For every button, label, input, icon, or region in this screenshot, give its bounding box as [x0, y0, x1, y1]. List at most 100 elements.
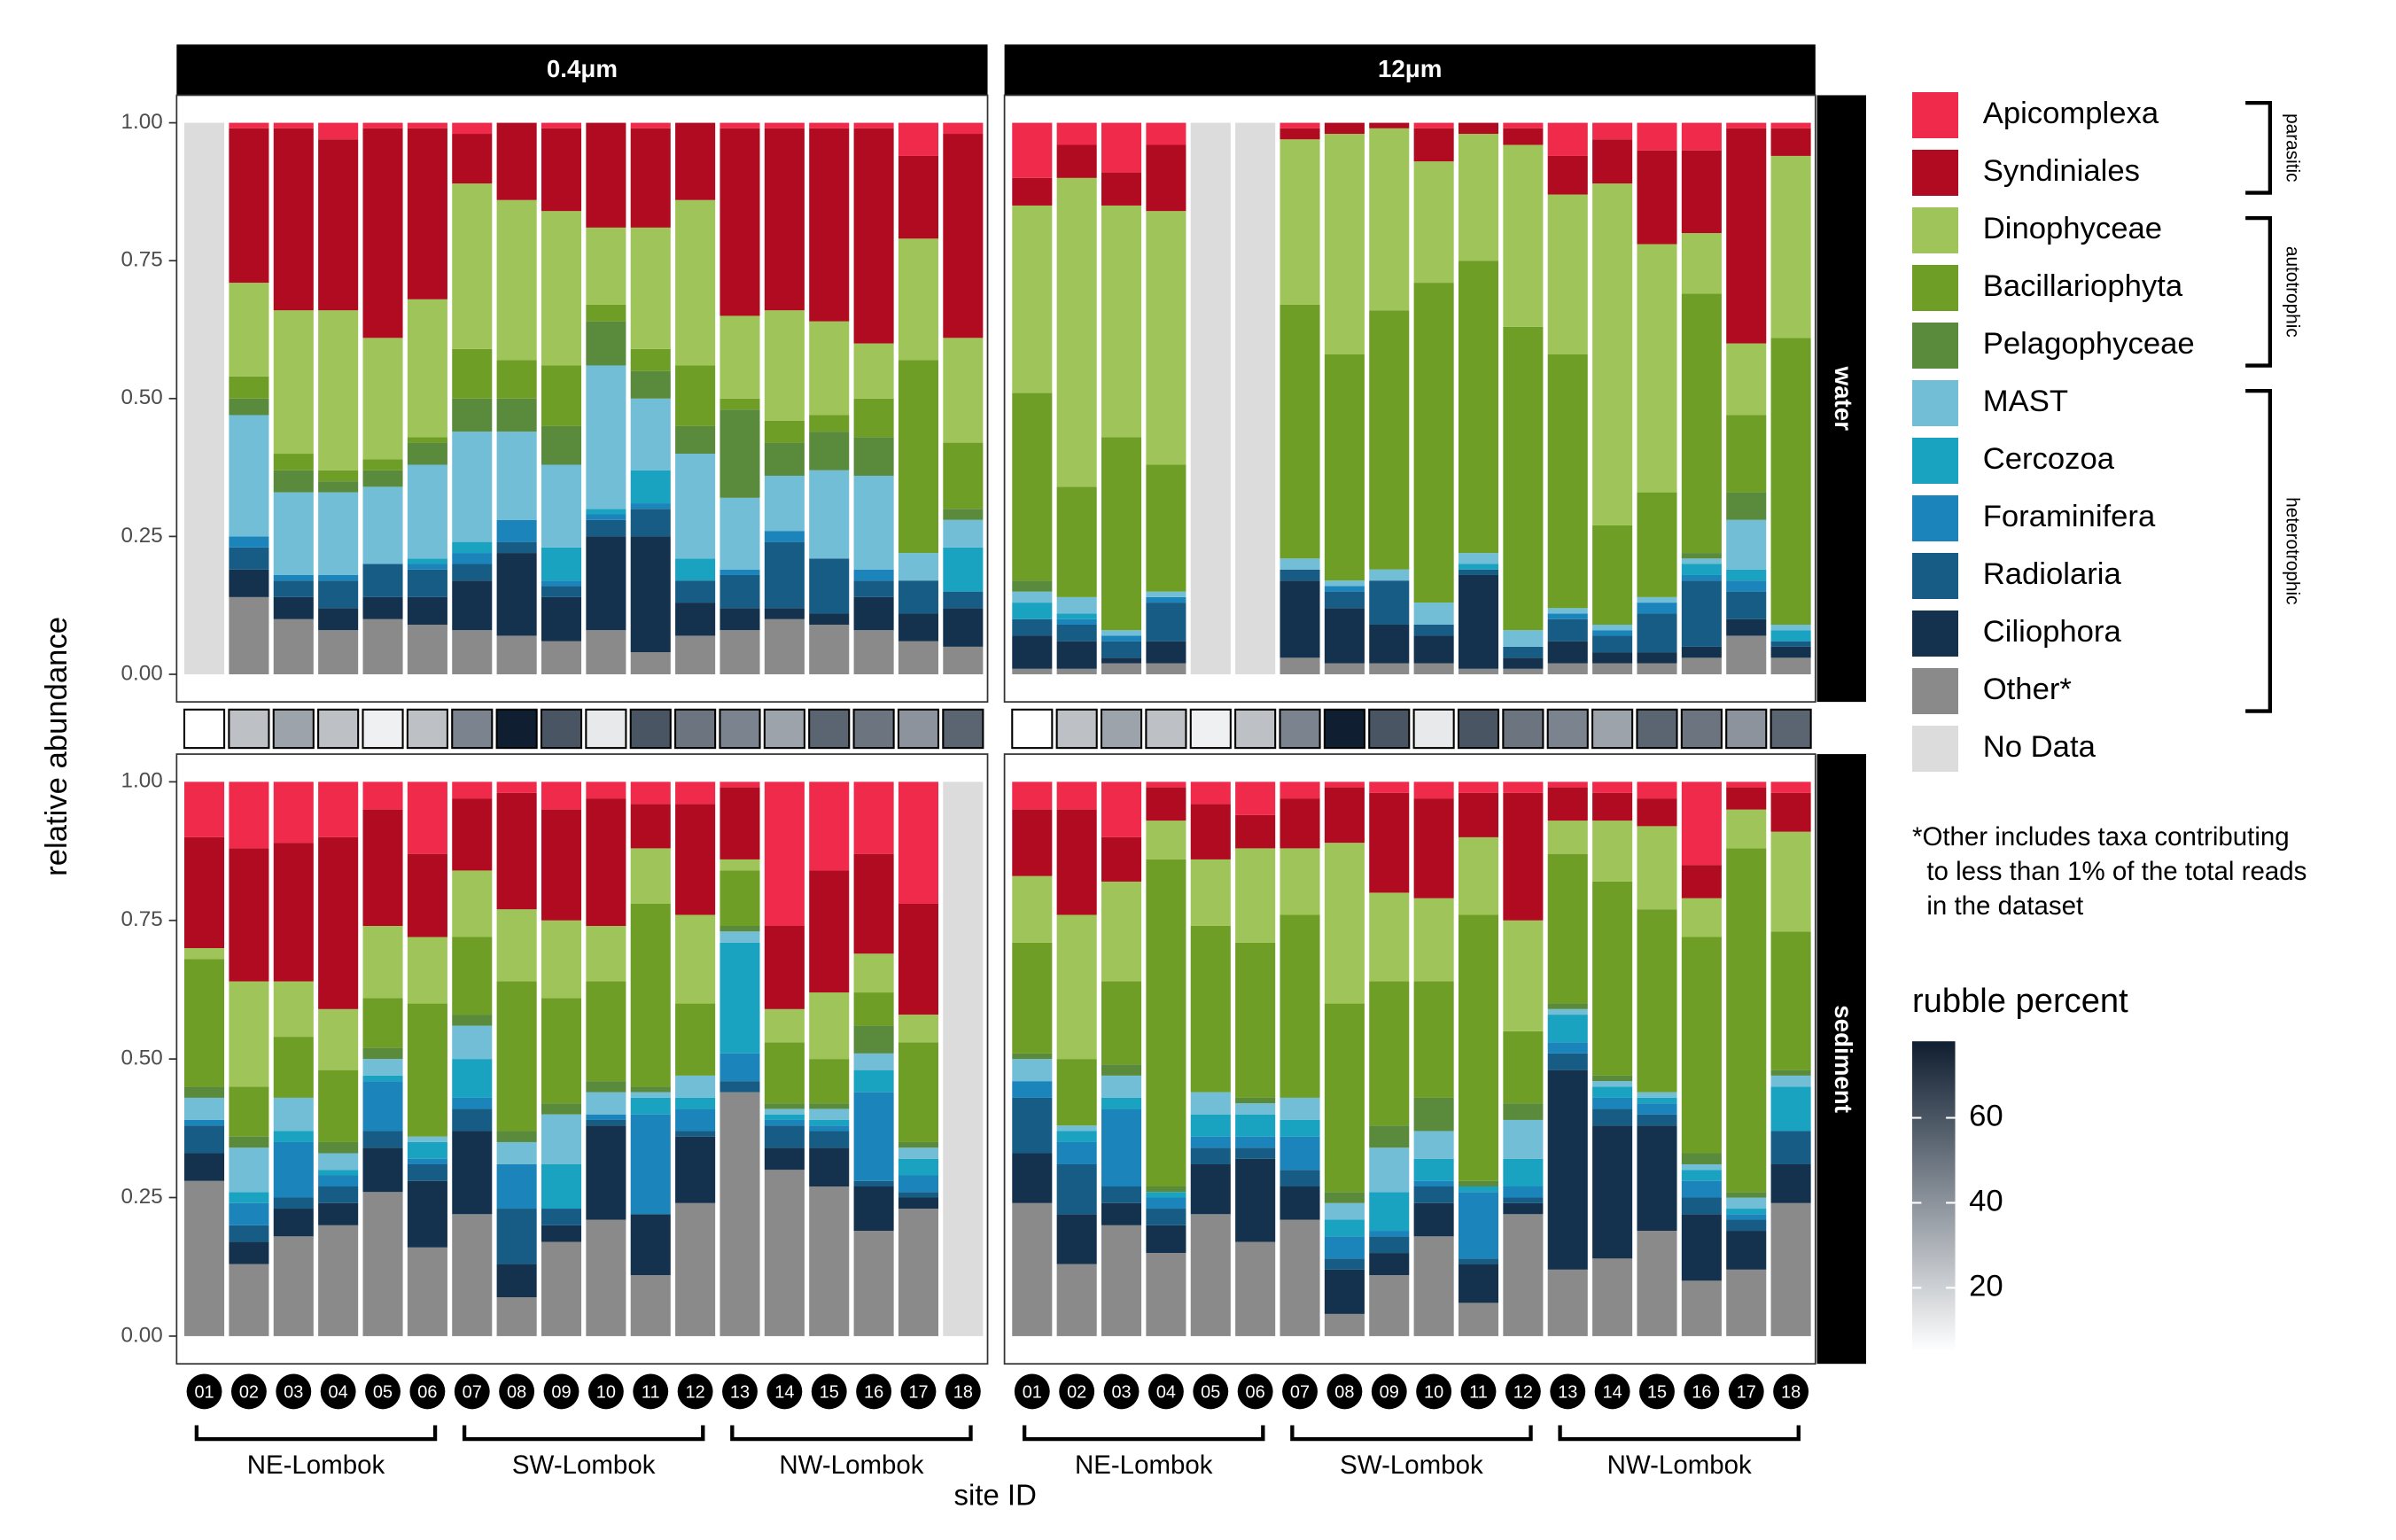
bar-segment: [452, 1131, 493, 1215]
site-badge: [276, 1373, 312, 1410]
bar-segment: [184, 948, 225, 960]
bar-segment: [1503, 122, 1544, 128]
bar-segment: [1503, 646, 1544, 658]
legend-swatch: [1911, 149, 1958, 196]
x-tick-label: 18: [953, 1382, 973, 1402]
rubble-cell: [897, 708, 940, 750]
bar-segment: [1012, 618, 1053, 636]
bar-segment: [1280, 304, 1320, 559]
bar-segment: [1146, 663, 1186, 675]
bar-segment: [853, 475, 894, 570]
bar-segment: [1681, 937, 1722, 1154]
bar-segment: [1146, 211, 1186, 465]
bar-segment: [1770, 641, 1811, 647]
bar-segment: [853, 1025, 894, 1054]
legend-swatch: [1911, 494, 1958, 541]
bar-segment: [1592, 1108, 1633, 1126]
bar-segment: [1190, 1092, 1231, 1115]
bar-segment: [630, 1092, 671, 1098]
bar-segment: [1369, 122, 1410, 128]
bar-segment: [853, 580, 894, 597]
x-tick-label: 12: [686, 1382, 705, 1402]
bar-segment: [720, 608, 760, 631]
legend-swatch: [1911, 91, 1958, 138]
bar-segment: [362, 1147, 403, 1193]
bar-segment: [1369, 1236, 1410, 1254]
x-tick-label: 15: [820, 1382, 839, 1402]
note-line: in the dataset: [1912, 891, 2083, 921]
bar-segment: [1056, 668, 1097, 675]
bar-segment: [720, 782, 760, 788]
bar-segment: [407, 596, 447, 625]
bar-segment: [720, 1092, 760, 1336]
bar-segment: [630, 536, 671, 653]
rubble-cell: [942, 708, 984, 750]
bar-segment: [362, 782, 403, 810]
rubble-cell: [719, 708, 761, 750]
bar-segment: [362, 1047, 403, 1060]
bar-segment: [1547, 853, 1588, 1004]
bar-segment: [229, 569, 269, 597]
bar-segment: [229, 596, 269, 675]
rubble-cell: [1636, 708, 1678, 750]
bar-segment: [184, 1153, 225, 1181]
bar-segment: [452, 1108, 493, 1132]
bar-segment: [630, 122, 671, 128]
bar-segment: [1146, 641, 1186, 664]
bar-segment: [452, 580, 493, 631]
bar-segment: [1503, 326, 1544, 631]
bar-segment: [630, 903, 671, 1087]
x-tick-label: 16: [1692, 1382, 1711, 1402]
bar-segment: [764, 1108, 805, 1115]
bar-segment: [407, 558, 447, 564]
bar-segment: [1324, 843, 1365, 1004]
y-tick-label: 0.75: [121, 907, 163, 931]
bar-segment: [720, 859, 760, 871]
bar-segment: [362, 1192, 403, 1336]
bar-segment: [630, 782, 671, 805]
bar-segment: [1056, 782, 1097, 810]
bar-segment: [318, 492, 359, 575]
bar-segment: [1770, 128, 1811, 156]
site-badge: [633, 1373, 669, 1410]
bar-segment: [1726, 618, 1767, 636]
bar-segment: [764, 122, 805, 128]
bar-segment: [318, 1225, 359, 1336]
y-tick-label: 0.00: [121, 661, 163, 685]
bar-segment: [1547, 641, 1588, 664]
bar-segment: [720, 931, 760, 943]
column-strip-label: 12μm: [1378, 55, 1442, 82]
region-bracket: [462, 1425, 705, 1442]
site-badge: [945, 1373, 981, 1410]
bar-segment: [1012, 1202, 1053, 1336]
bar-segment: [1681, 553, 1722, 559]
bar-segment: [1458, 782, 1499, 793]
legend-swatch: [1911, 437, 1958, 484]
bar-segment: [898, 782, 938, 904]
bar-segment: [764, 1103, 805, 1109]
bar-segment: [407, 624, 447, 675]
bar-segment: [720, 574, 760, 609]
bar-segment: [273, 128, 314, 311]
bar-segment: [898, 1192, 938, 1198]
bar-segment: [407, 1247, 447, 1336]
colorbar-tick-label: 40: [1969, 1185, 2003, 1218]
bar-segment: [1637, 652, 1677, 664]
bar-segment: [1413, 635, 1454, 664]
bar-segment: [496, 1264, 537, 1298]
bar-segment: [452, 1214, 493, 1336]
legend-swatch: [1911, 667, 1958, 714]
bar-segment: [1458, 122, 1499, 135]
bar-segment: [1280, 848, 1320, 915]
bar-segment: [273, 782, 314, 844]
bar-segment: [1770, 1202, 1811, 1336]
site-badge: [677, 1373, 713, 1410]
bar-segment: [1547, 1053, 1588, 1070]
bar-segment: [1324, 1313, 1365, 1336]
rubble-cell: [1145, 708, 1187, 750]
bar-segment: [1101, 836, 1142, 882]
bar-segment: [452, 564, 493, 581]
bar-segment: [1056, 1131, 1097, 1142]
bar-segment: [675, 914, 716, 1004]
bar-segment: [1770, 338, 1811, 625]
